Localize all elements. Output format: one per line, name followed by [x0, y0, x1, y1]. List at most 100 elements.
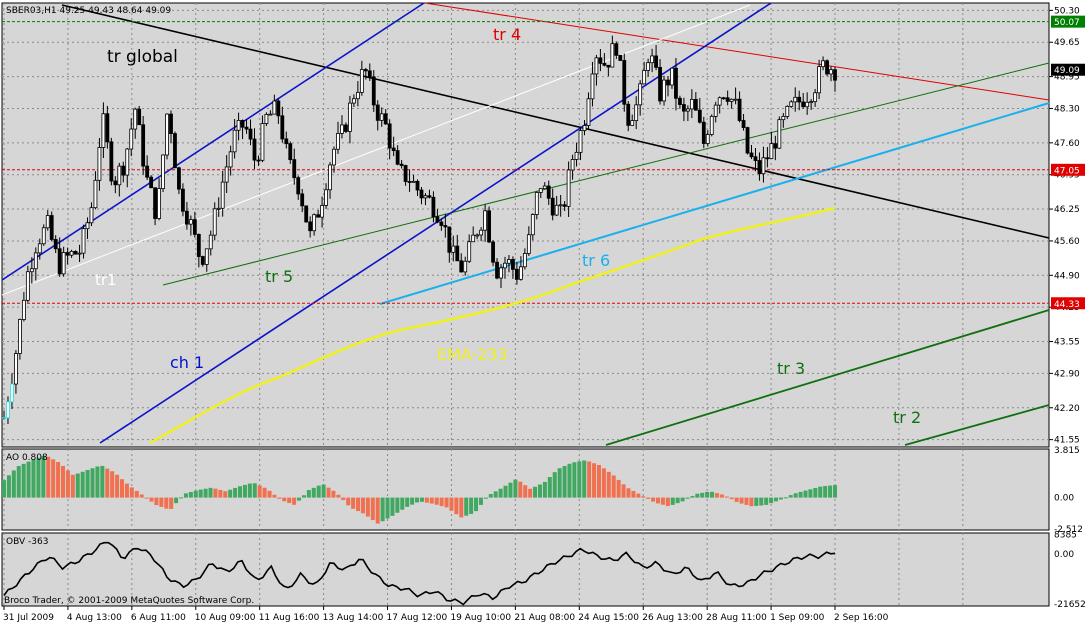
candle-body [646, 62, 651, 71]
candle-body [145, 165, 150, 178]
time-tick-label: 13 Aug 14:00 [323, 613, 384, 623]
time-tick-label: 24 Aug 15:00 [578, 613, 639, 623]
ao-bar [188, 492, 193, 498]
ao-bar [26, 461, 31, 498]
candle-body [479, 229, 484, 236]
ao-bar [513, 479, 518, 498]
ao-bar [651, 497, 656, 502]
ao-bar [778, 497, 783, 500]
obv-tick-label: -21652 [1054, 600, 1086, 610]
annotation-tr-global: tr global [107, 47, 178, 67]
annotation-ch1: ch 1 [170, 353, 204, 372]
candle-body [351, 98, 356, 104]
ao-bar [528, 488, 533, 498]
annotation-tr1: tr1 [95, 271, 117, 289]
trendline-tr4 [424, 2, 1050, 101]
candle-body [701, 121, 706, 144]
ao-bar [154, 497, 159, 506]
ao-bar [287, 497, 292, 504]
ao-bar [798, 491, 803, 498]
candle-body [93, 179, 98, 209]
price-tag-label: 49.09 [1054, 66, 1080, 76]
time-tick-label: 2 Sep 16:00 [834, 613, 889, 623]
candle-body [37, 243, 42, 254]
trendline-tr6 [379, 102, 1050, 305]
ao-bar [616, 479, 621, 498]
candle-body [220, 181, 225, 209]
candle-body [495, 261, 499, 279]
candle-body [685, 108, 690, 112]
candle-body [753, 156, 758, 161]
ao-bar [316, 485, 321, 498]
candle-body [49, 215, 54, 240]
price-tick-label: 42.20 [1054, 404, 1080, 414]
price-tick-label: 48.95 [1054, 73, 1080, 83]
ao-bar [680, 497, 685, 502]
candle-body [602, 62, 607, 66]
candle-body [419, 189, 424, 199]
candle-body [682, 104, 686, 112]
candle-body [542, 185, 547, 190]
candle-body [630, 120, 635, 126]
annotation-ema: EMA-233 [437, 345, 508, 364]
candle-body [825, 60, 829, 75]
ao-bar [203, 488, 208, 498]
candle-body [181, 188, 185, 212]
candle-body [666, 79, 670, 86]
price-tick-label: 48.30 [1054, 104, 1080, 114]
price-tick-label: 44.90 [1054, 271, 1080, 281]
candle-body [773, 143, 778, 149]
candle-body [21, 299, 26, 320]
ao-bar [813, 487, 818, 498]
ao-bar [833, 485, 837, 498]
price-tick-label: 45.60 [1054, 237, 1080, 247]
candle-body [713, 104, 718, 117]
ao-bar [405, 497, 410, 507]
candle-body [188, 219, 193, 225]
ao-bar [257, 485, 262, 498]
ao-bar [311, 487, 316, 498]
ao-bar [272, 494, 277, 498]
candle-body [403, 165, 408, 182]
candle-body [642, 70, 647, 85]
candle-body [169, 113, 173, 135]
candle-body [308, 221, 313, 232]
candle-body [332, 148, 336, 166]
ao-bar [582, 460, 587, 498]
ao-bar [498, 488, 503, 498]
candle-body [499, 267, 503, 279]
candle-body [697, 109, 702, 123]
candle-body [248, 128, 253, 140]
candle-body [320, 205, 324, 218]
ao-bar [95, 466, 100, 498]
candle-body [268, 113, 273, 116]
candle-body [749, 152, 754, 158]
ao-bar [51, 459, 56, 498]
candle-body [534, 192, 539, 215]
ao-bar [724, 496, 729, 498]
ao-bar [419, 497, 424, 502]
ao-bar [641, 496, 646, 498]
candle-body [10, 383, 14, 403]
candle-body [383, 113, 388, 125]
candle-body [427, 195, 432, 198]
ao-bar [380, 497, 385, 522]
candle-body [141, 124, 146, 167]
price-tag [1051, 163, 1085, 176]
ao-bar [601, 468, 606, 498]
ao-bar [124, 483, 129, 498]
candle-body [276, 100, 281, 117]
candle-body [355, 91, 360, 100]
annotation-tr3: tr 3 [777, 359, 805, 378]
candle-body [805, 101, 810, 108]
candle-body [785, 105, 790, 117]
ao-bar [454, 497, 459, 515]
ao-bar [46, 456, 51, 498]
ao-bar [537, 484, 542, 498]
ao-bar [823, 486, 828, 498]
time-tick-label: 4 Aug 13:00 [67, 613, 122, 623]
candle-body [340, 124, 344, 134]
candle-body [467, 241, 472, 262]
candle-body [204, 248, 209, 265]
